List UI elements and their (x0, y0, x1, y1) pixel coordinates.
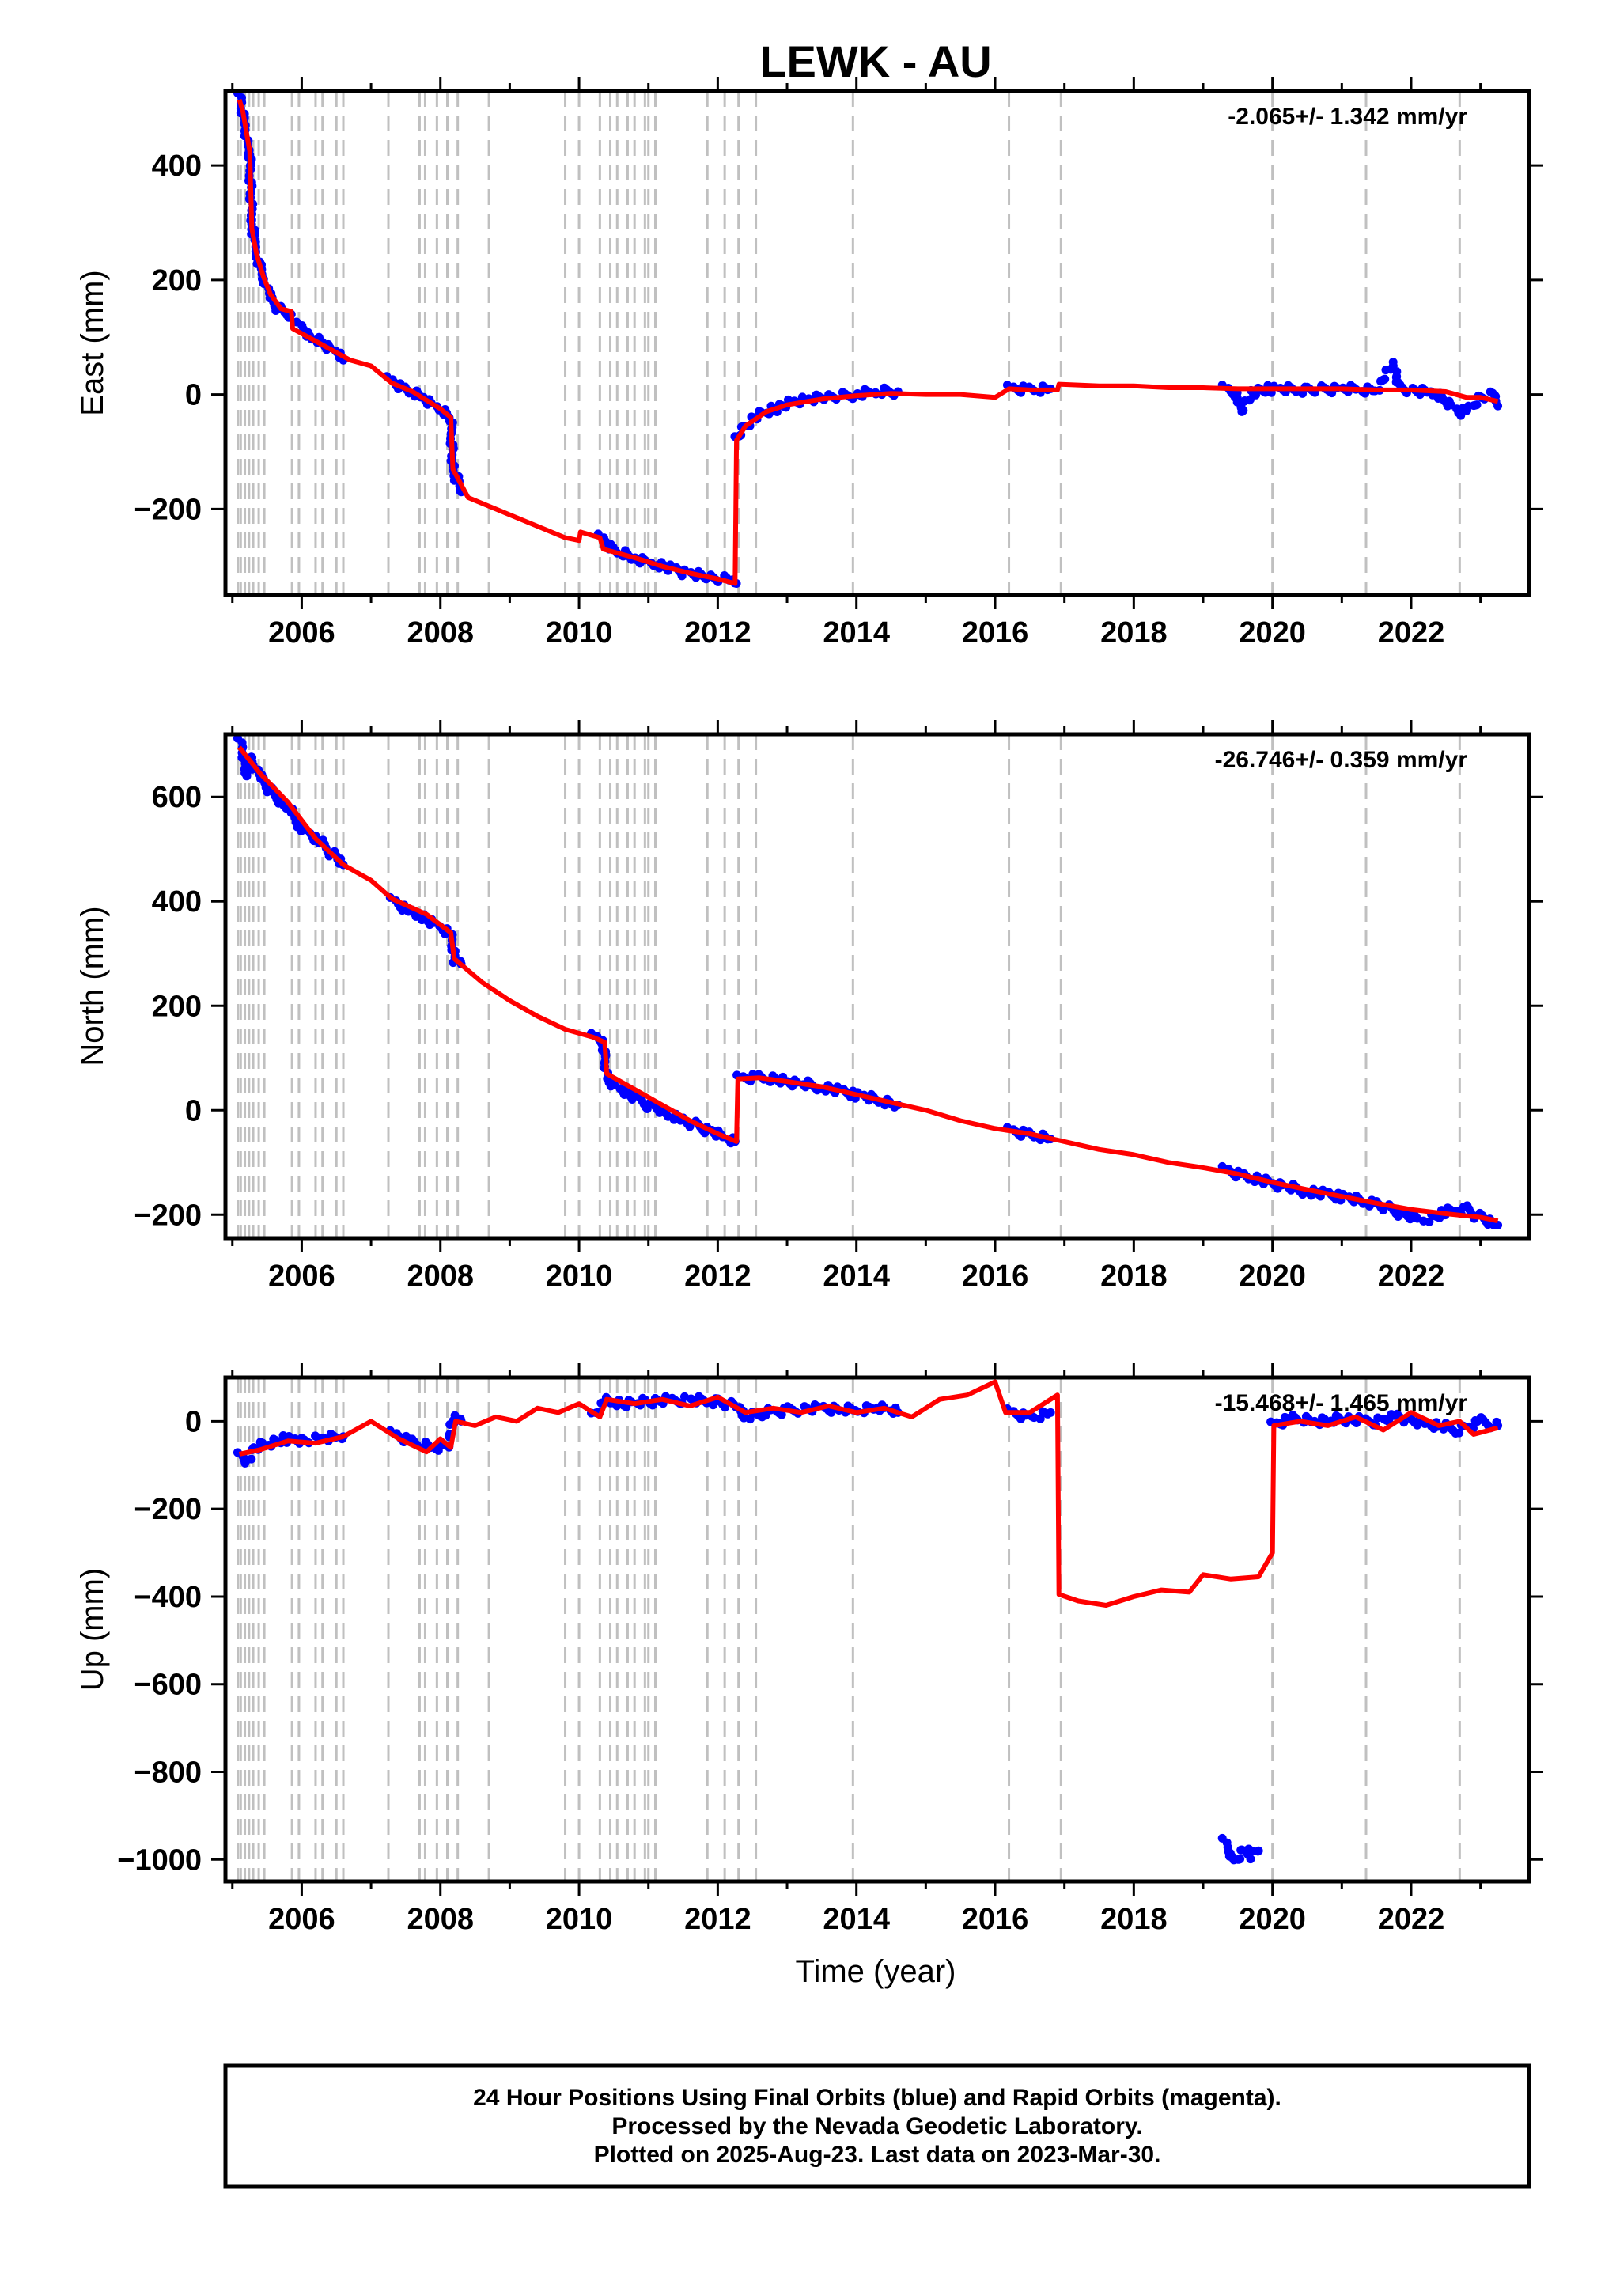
north-observed-segment-0 (233, 734, 348, 870)
north-x-tick-label: 2014 (823, 1260, 890, 1293)
up-y-tick-label: −800 (134, 1756, 202, 1790)
north-x-tick-label: 2016 (962, 1260, 1029, 1293)
north-panel: 2006 2008 2010 2012 2014 2016 2018 2020 2022 −200… (75, 720, 1543, 1293)
north-x-tick-label: 2008 (407, 1260, 474, 1293)
north-y-tick-label: 200 (152, 990, 202, 1023)
up-panel: 2006 2008 2010 2012 2014 2016 2018 2020 2022 −100… (75, 1363, 1543, 1936)
east-rate-label: -2.065+/- 1.342 mm/yr (1228, 104, 1467, 130)
north-y-tick-label: 400 (152, 885, 202, 919)
footer-box (223, 2063, 1531, 2189)
east-x-tick-label: 2014 (823, 616, 890, 650)
north-observed-point (1425, 1217, 1434, 1226)
north-x-tick-label: 2020 (1239, 1260, 1306, 1293)
north-x-tick-label: 2006 (268, 1260, 335, 1293)
north-observed-point (685, 1122, 695, 1131)
north-rate-label: -26.746+/- 0.359 mm/yr (1215, 747, 1468, 773)
footer-line-2: Processed by the Nevada Geodetic Laborat… (611, 2113, 1142, 2139)
up-observed-point (777, 1410, 786, 1419)
north-y-axis-label: North (mm) (75, 906, 110, 1066)
up-x-tick-label: 2014 (823, 1903, 890, 1936)
chart-title: LEWK - AU (759, 36, 991, 86)
east-x-tick-label: 2008 (407, 616, 474, 650)
footer-line-1: 24 Hour Positions Using Final Orbits (bl… (473, 2085, 1281, 2111)
up-y-tick-label: 0 (185, 1405, 202, 1438)
up-observed-segment-0 (233, 1430, 348, 1468)
east-y-tick-label: 400 (152, 150, 202, 183)
up-y-tick-label: −600 (134, 1669, 202, 1702)
east-observed-point (1456, 411, 1466, 420)
north-plot-area (233, 734, 1503, 1238)
up-frame (223, 1375, 1531, 1884)
up-x-tick-label: 2016 (962, 1903, 1029, 1936)
east-x-tick-label: 2010 (546, 616, 613, 650)
east-observed-point (1380, 374, 1390, 384)
north-frame (223, 732, 1531, 1241)
north-y-tick-label: 0 (185, 1094, 202, 1127)
east-observed-point (1239, 406, 1248, 415)
north-model-line-0 (237, 745, 1499, 1224)
east-y-tick-label: 200 (152, 264, 202, 297)
north-observed-segment-5 (1217, 1161, 1503, 1229)
up-observed-point (1035, 1414, 1045, 1423)
up-observed-point (1455, 1428, 1464, 1438)
up-x-tick-label: 2012 (684, 1903, 751, 1936)
up-observed-point (1236, 1855, 1245, 1864)
east-y-tick-label: 0 (185, 379, 202, 412)
east-x-tick-label: 2020 (1239, 616, 1306, 650)
up-y-tick-label: −1000 (117, 1843, 202, 1877)
east-y-axis-label: East (mm) (75, 270, 110, 415)
up-observed-point (745, 1415, 755, 1424)
up-observed-point (1254, 1846, 1263, 1855)
east-x-tick-label: 2006 (268, 616, 335, 650)
up-x-tick-label: 2022 (1378, 1903, 1445, 1936)
up-x-tick-label: 2018 (1100, 1903, 1168, 1936)
east-x-tick-label: 2022 (1378, 616, 1445, 650)
east-panel: 2006 2008 2010 2012 2014 2016 2018 2020 2022 −200… (75, 77, 1543, 650)
north-y-tick-label: 600 (152, 781, 202, 814)
east-x-tick-label: 2018 (1100, 616, 1168, 650)
east-y-tick-label: −200 (134, 493, 202, 526)
x-axis-label: Time (year) (796, 1954, 956, 1989)
east-plot-area (233, 91, 1503, 595)
north-y-tick-label: −200 (134, 1199, 202, 1232)
up-x-tick-label: 2020 (1239, 1903, 1306, 1936)
footer-line-3: Plotted on 2025-Aug-23. Last data on 202… (594, 2142, 1161, 2168)
up-rate-label: -15.468+/- 1.465 mm/yr (1215, 1390, 1468, 1416)
east-frame (223, 89, 1531, 597)
east-model-line-0 (237, 99, 1499, 586)
up-y-tick-label: −200 (134, 1493, 202, 1526)
up-observed-segment-4 (1217, 1833, 1263, 1865)
up-observed-point (1246, 1855, 1255, 1864)
east-x-tick-label: 2012 (684, 616, 751, 650)
up-x-tick-label: 2010 (546, 1903, 613, 1936)
up-y-axis-label: Up (mm) (75, 1568, 110, 1692)
north-x-tick-label: 2022 (1378, 1260, 1445, 1293)
north-x-tick-label: 2012 (684, 1260, 751, 1293)
up-observed-point (247, 1454, 256, 1464)
east-observed-point (1472, 400, 1482, 410)
north-x-tick-label: 2010 (546, 1260, 613, 1293)
north-x-tick-label: 2018 (1100, 1260, 1168, 1293)
up-plot-area (233, 1377, 1503, 1881)
north-observed-point (1379, 1206, 1388, 1215)
up-x-tick-label: 2006 (268, 1903, 335, 1936)
east-observed-point (1298, 388, 1308, 398)
up-model-line-0 (238, 1379, 1499, 1608)
east-observed-point (1493, 401, 1503, 411)
up-observed-point (1046, 1408, 1055, 1417)
up-y-tick-label: −400 (134, 1581, 202, 1614)
up-x-tick-label: 2008 (407, 1903, 474, 1936)
north-observed-point (1493, 1220, 1503, 1229)
east-x-tick-label: 2016 (962, 616, 1029, 650)
